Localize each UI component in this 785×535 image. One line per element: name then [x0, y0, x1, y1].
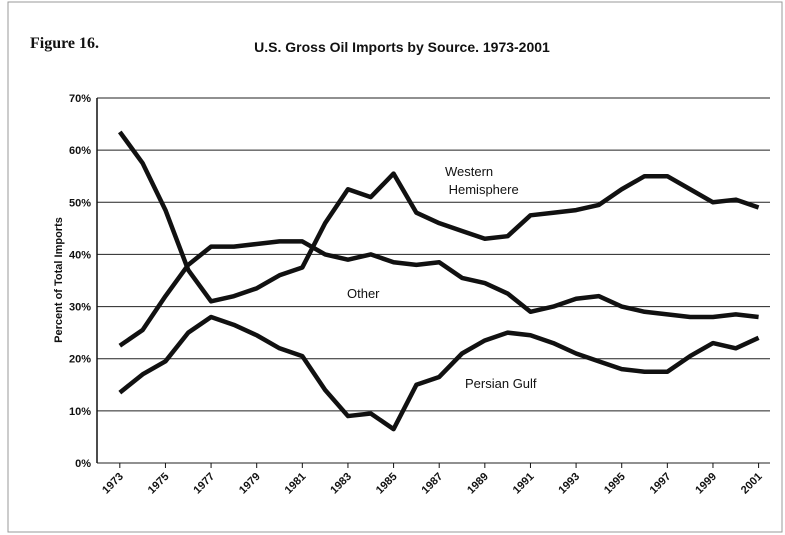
y-tick-label: 70% — [69, 93, 91, 105]
x-tick-label: 2001 — [739, 471, 765, 497]
x-tick-label: 1981 — [283, 471, 309, 497]
figure-label: Figure 16. — [30, 35, 99, 52]
series-label: Persian Gulf — [465, 376, 537, 391]
y-tick-label: 30% — [69, 302, 91, 314]
frame — [7, 1, 783, 533]
x-tick-label: 1993 — [556, 471, 582, 497]
series-line — [118, 239, 759, 348]
y-axis-label: Percent of Total Imports — [53, 217, 65, 343]
y-tick-label: 40% — [69, 249, 91, 261]
x-tick-label: 1991 — [511, 471, 537, 497]
x-tick-label: 1983 — [328, 471, 354, 497]
x-tick-label: 1989 — [465, 471, 491, 497]
x-tick-label: 1999 — [693, 471, 719, 497]
x-tick-label: 1979 — [237, 471, 263, 497]
series-label: Western Hemisphere — [445, 164, 519, 197]
series-label: Other — [347, 286, 380, 301]
x-tick-label: 1973 — [100, 471, 126, 497]
y-tick-label: 50% — [69, 197, 91, 209]
x-tick-label: 1977 — [191, 471, 217, 497]
y-tick-label: 20% — [69, 354, 91, 366]
series-line — [118, 314, 760, 432]
chart-title: U.S. Gross Oil Imports by Source. 1973-2… — [254, 39, 550, 55]
x-tick-label: 1995 — [602, 471, 628, 497]
x-tick-label: 1985 — [374, 471, 400, 497]
y-tick-label: 10% — [69, 406, 91, 418]
x-tick-label: 1987 — [420, 471, 446, 497]
series-line — [117, 130, 760, 304]
y-tick-label: 0% — [75, 458, 91, 470]
y-tick-label: 60% — [69, 145, 91, 157]
x-tick-label: 1997 — [648, 471, 674, 497]
x-tick-label: 1975 — [146, 471, 172, 497]
